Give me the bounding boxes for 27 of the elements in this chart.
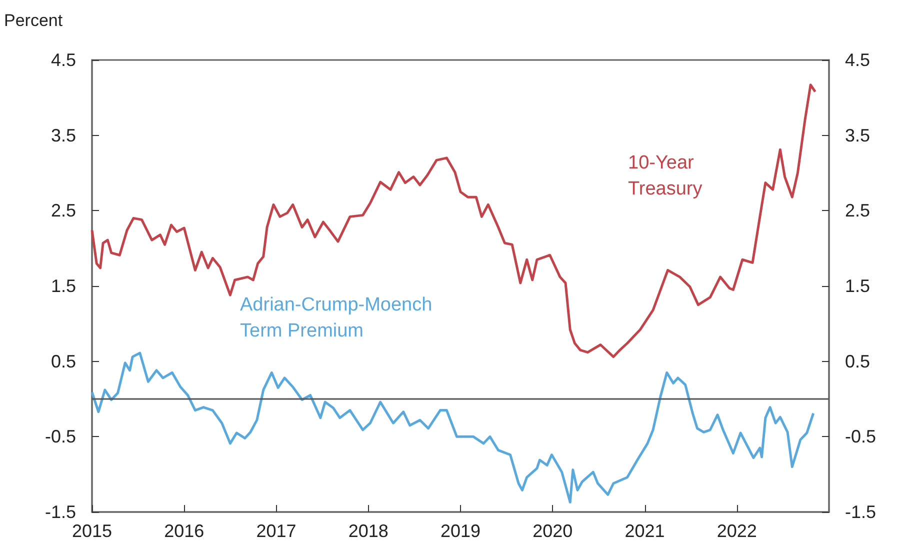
x-tick-label: 2019 [440, 521, 481, 541]
y2-tick-label: 1.5 [845, 276, 870, 296]
y-tick-label: 3.5 [50, 125, 76, 146]
x-tick-label: 2020 [532, 521, 573, 541]
y2-tick-label: 4.5 [845, 50, 870, 70]
y2-tick-label: 3.5 [845, 125, 870, 146]
x-tick-label: 2021 [624, 521, 665, 541]
y-tick-label: 4.5 [50, 50, 76, 70]
text: Adrian-Crump-Moench Term Premium [240, 294, 438, 342]
y2-tick-label: 0.5 [845, 351, 870, 372]
x-tick-label: 2017 [256, 521, 296, 541]
y-tick-label: -1.5 [44, 502, 76, 522]
x-tick-label: 2018 [348, 521, 388, 541]
text: 10-Year Treasury [628, 152, 703, 200]
y-tick-label: 0.5 [50, 351, 76, 372]
x-tick-label: 2022 [716, 521, 757, 541]
y2-tick-label: -1.5 [845, 502, 876, 522]
line-series [90, 352, 815, 504]
x-tick-label: 2016 [164, 521, 204, 541]
line-series [90, 84, 816, 358]
y-axis-title: Percent [4, 11, 63, 30]
y2-tick-label: -0.5 [845, 426, 876, 447]
y-tick-label: 1.5 [50, 276, 76, 296]
y2-tick-label: 2.5 [845, 200, 870, 221]
x-tick-label: 2015 [72, 521, 112, 541]
y-tick-label: 2.5 [50, 200, 76, 221]
y-tick-label: -0.5 [44, 426, 76, 447]
